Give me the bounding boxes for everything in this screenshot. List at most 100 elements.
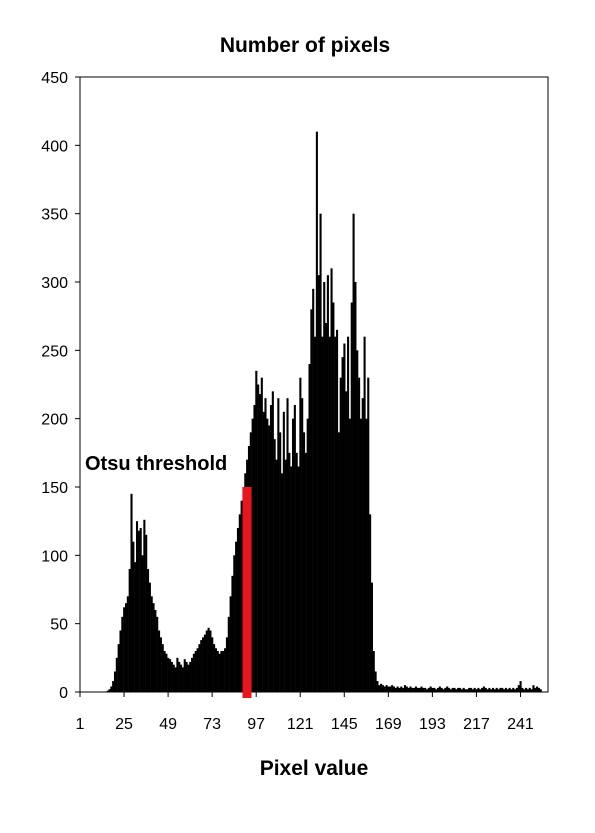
histogram-bar — [282, 411, 285, 692]
histogram-bar — [503, 689, 506, 692]
x-tick-label: 193 — [419, 716, 446, 733]
histogram-bar — [227, 616, 230, 692]
histogram-bar — [361, 398, 364, 692]
histogram-bar — [194, 651, 197, 692]
histogram-bar — [200, 640, 203, 692]
histogram-bar — [405, 686, 408, 692]
histogram-bar — [444, 687, 447, 692]
chart-title: Number of pixels — [220, 34, 390, 57]
histogram-bar — [495, 687, 498, 692]
histogram-bar — [189, 661, 192, 692]
histogram-bar — [402, 687, 405, 692]
histogram-bar — [484, 687, 487, 692]
histogram-bar — [479, 689, 482, 692]
histogram-bar — [488, 687, 491, 692]
histogram-bar — [398, 687, 401, 692]
histogram-bar — [325, 323, 328, 692]
x-tick-label: 241 — [507, 716, 534, 733]
histogram-bar — [455, 689, 458, 692]
histogram-bar — [293, 405, 296, 692]
histogram-bar — [185, 661, 188, 692]
histogram-bar — [304, 452, 307, 692]
histogram-bar — [284, 459, 287, 692]
histogram-bar — [475, 689, 478, 692]
histogram-bar — [510, 689, 513, 692]
histogram-bar — [315, 131, 318, 693]
histogram-bar — [332, 302, 335, 692]
histogram-bar — [310, 309, 313, 692]
histogram-bar — [297, 466, 300, 692]
histogram-bar — [178, 661, 181, 692]
histogram-bar — [163, 651, 166, 692]
histogram-bar — [481, 687, 484, 692]
histogram-bar — [525, 687, 528, 692]
histogram-bar — [295, 452, 298, 692]
histogram-bar — [365, 418, 368, 692]
histogram-bar — [172, 664, 175, 692]
histogram-bar — [115, 657, 118, 692]
histogram-bar — [400, 686, 403, 692]
histogram-bar — [381, 685, 384, 692]
y-tick-label: 250 — [41, 343, 68, 360]
histogram-bar — [286, 398, 289, 692]
histogram-bar — [145, 534, 148, 692]
histogram-bar — [135, 521, 139, 692]
histogram-bar — [306, 418, 309, 692]
histogram-bar — [264, 398, 267, 692]
histogram-bar — [158, 630, 161, 692]
y-tick-label: 50 — [50, 617, 68, 634]
histogram-bar — [180, 664, 183, 692]
histogram-bar — [492, 687, 495, 692]
histogram-bar — [532, 685, 535, 692]
histogram-bar — [343, 343, 346, 692]
otsu-threshold-marker — [242, 487, 252, 698]
histogram-bar — [251, 418, 254, 692]
histogram-bar — [442, 689, 445, 692]
histogram-bar — [403, 685, 407, 692]
histogram-bar — [446, 686, 449, 692]
x-axis: 1 25 49 73 97 121 145 169 193 217 241 — [76, 692, 534, 733]
histogram-bar — [347, 336, 350, 692]
histogram-bars — [106, 131, 542, 693]
histogram-bar — [262, 411, 265, 692]
histogram-bar — [266, 418, 269, 692]
histogram-bar — [202, 637, 205, 692]
histogram-bar — [493, 689, 496, 692]
histogram-bar — [468, 687, 471, 692]
histogram-bar — [451, 687, 454, 692]
histogram-bar — [418, 687, 421, 692]
histogram-bar — [268, 425, 271, 692]
histogram-bar — [512, 687, 515, 692]
histogram-bar — [354, 282, 357, 692]
histogram-bar — [229, 596, 232, 692]
histogram-bar — [378, 685, 381, 692]
histogram-bar — [414, 686, 418, 692]
histogram-bar — [198, 644, 201, 692]
histogram-bar — [269, 405, 273, 692]
histogram-bar — [220, 651, 223, 692]
histogram-bar — [302, 432, 306, 692]
histogram-bar — [260, 377, 263, 692]
histogram-bar — [339, 377, 342, 692]
histogram-bar — [174, 667, 177, 692]
x-tick-label: 121 — [287, 716, 314, 733]
histogram-bar — [255, 370, 258, 692]
x-tick-label: 1 — [76, 716, 85, 733]
histogram-bar — [330, 268, 333, 692]
histogram-bar — [196, 648, 199, 692]
histogram-bar — [291, 418, 295, 692]
histogram-bar — [462, 687, 465, 692]
histogram-bar — [477, 687, 480, 692]
histogram-bar — [425, 689, 429, 692]
histogram-bar — [501, 687, 504, 692]
histogram-bar — [181, 667, 184, 692]
histogram-bar — [203, 634, 206, 692]
histogram-bar — [314, 336, 317, 692]
histogram-bar — [328, 336, 331, 692]
histogram-bar — [288, 452, 291, 692]
histogram-bar — [431, 687, 434, 692]
histogram-bar — [508, 687, 511, 692]
histogram-bar — [299, 377, 302, 692]
histogram-bar — [258, 394, 262, 692]
histogram-bar — [499, 687, 502, 692]
